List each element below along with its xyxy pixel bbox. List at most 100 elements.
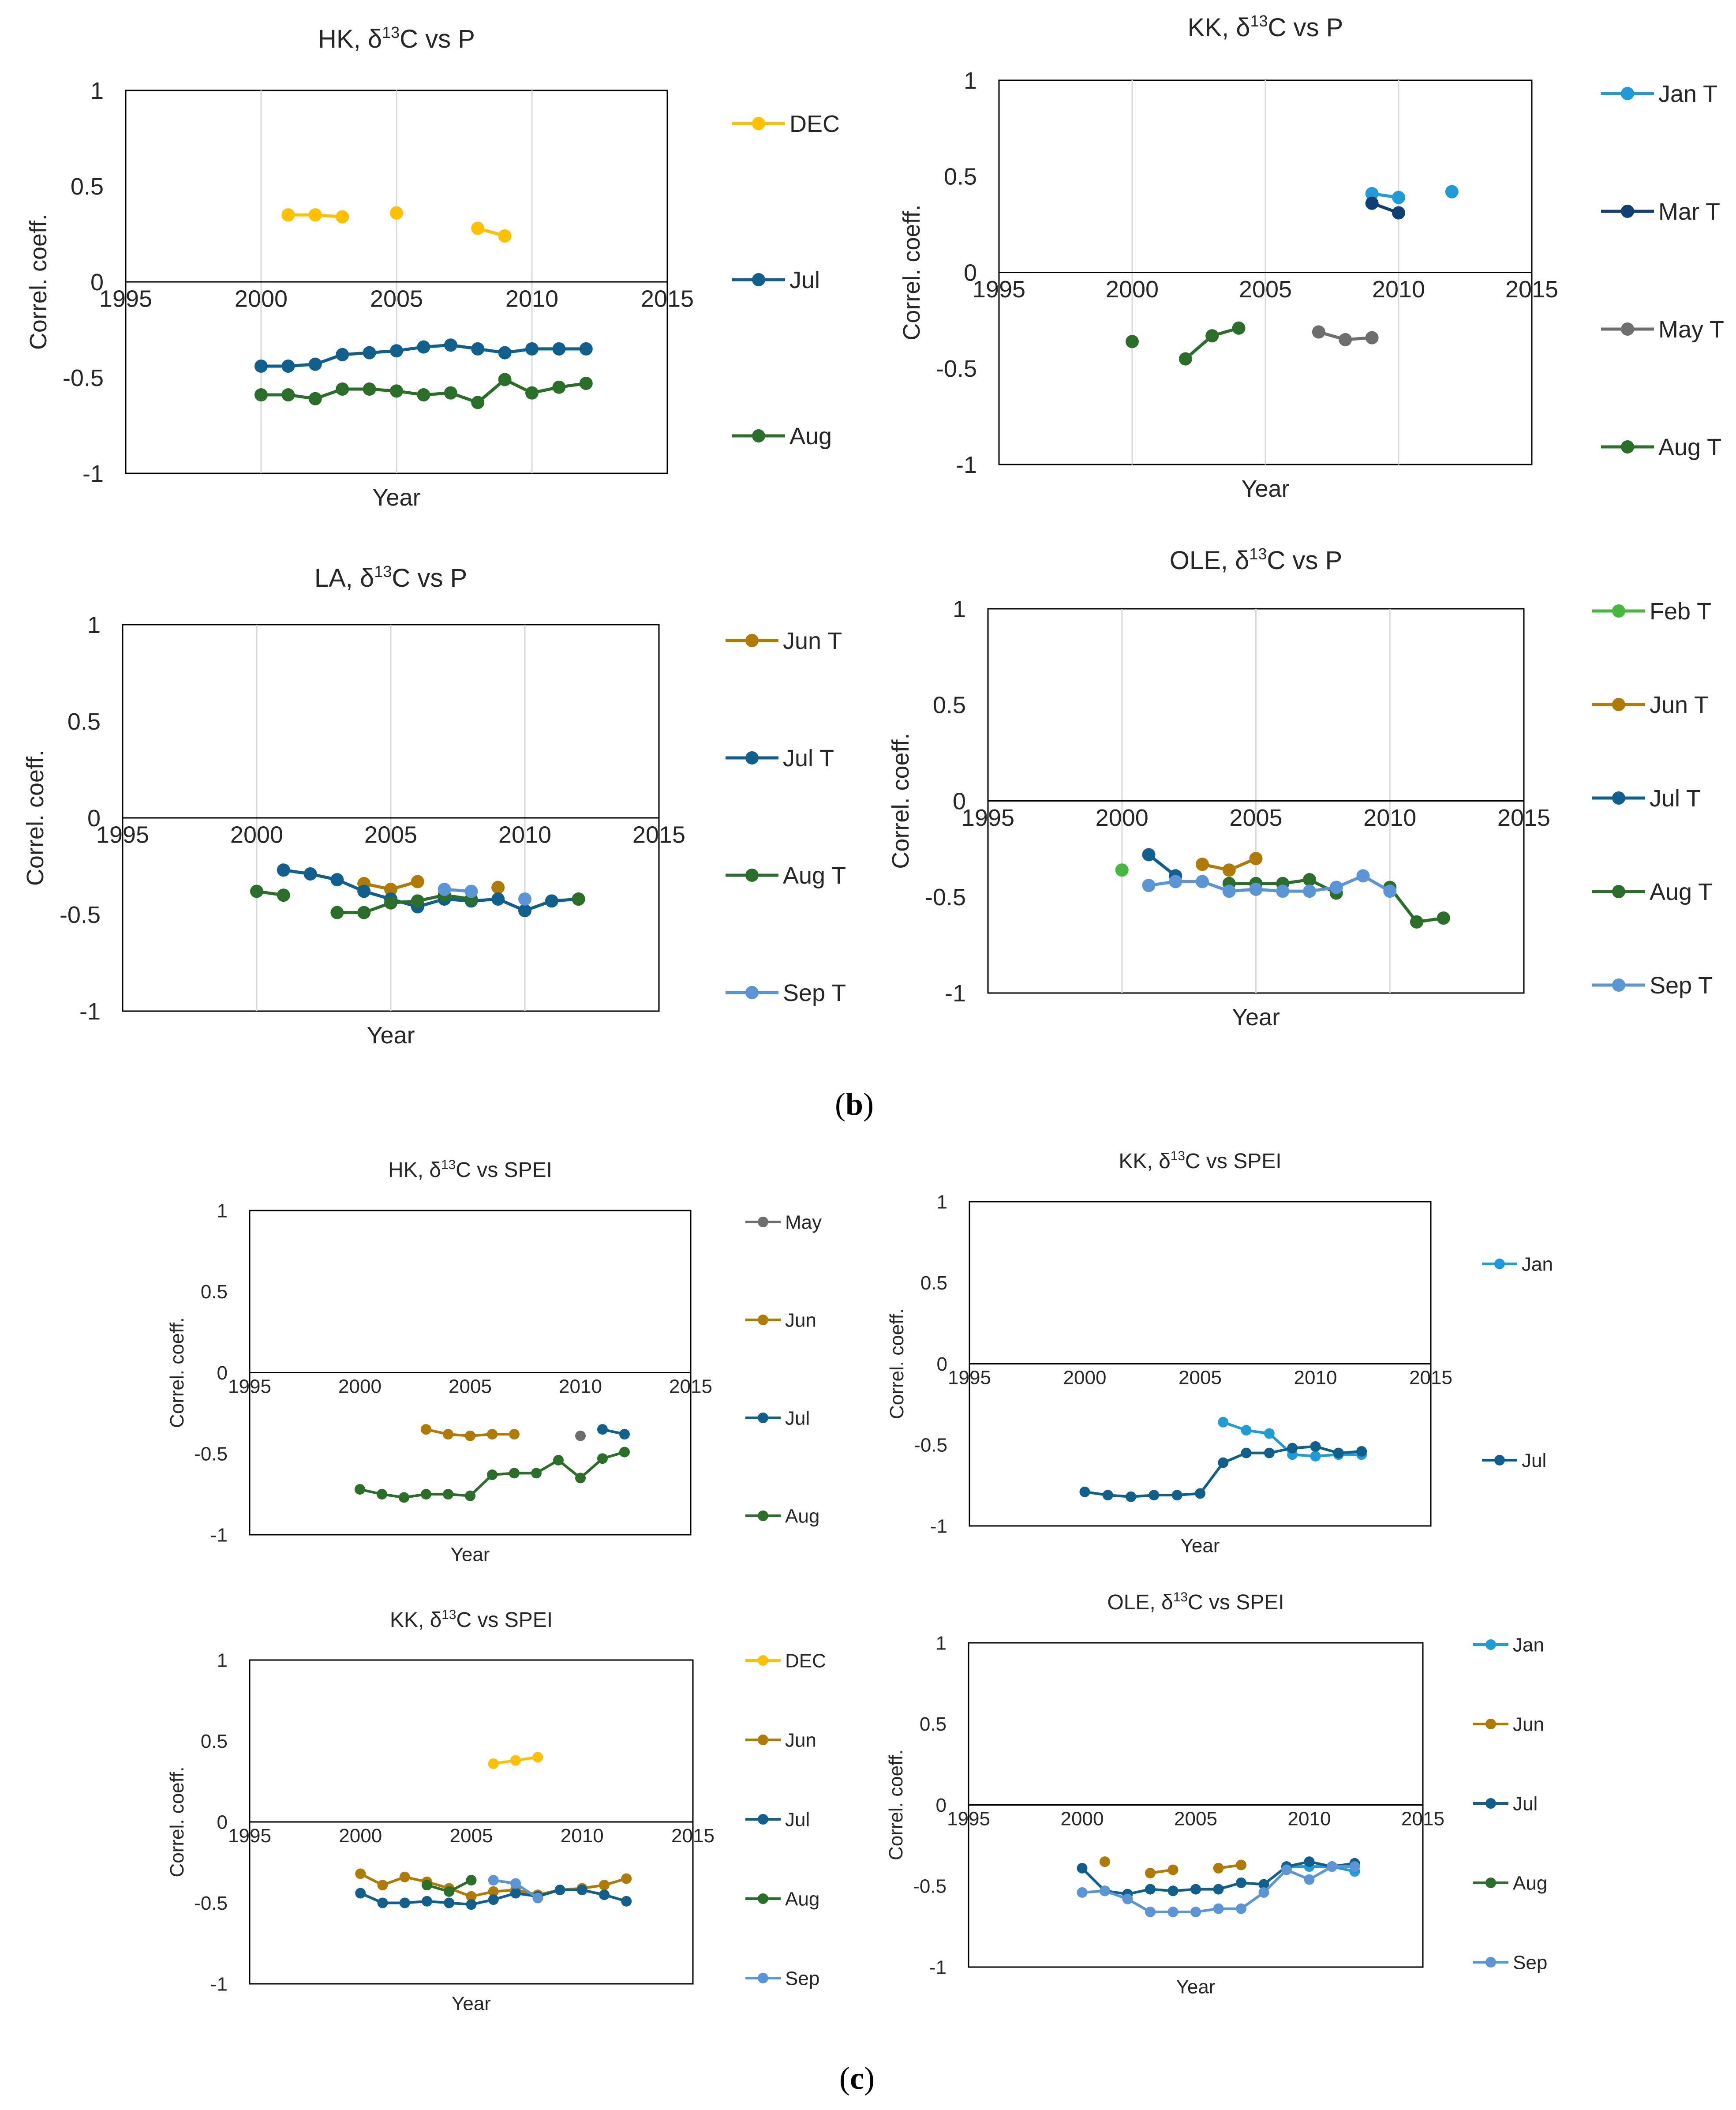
- legend-entry: Jul T: [726, 745, 834, 772]
- legend-entry: Jul T: [1592, 785, 1701, 812]
- legend-label: Jul: [1513, 1793, 1538, 1814]
- data-point: [1241, 1447, 1252, 1458]
- y-tick-label: -1: [945, 980, 966, 1007]
- data-point: [1339, 333, 1352, 346]
- data-point: [417, 340, 430, 354]
- data-point: [491, 881, 505, 894]
- data-point: [336, 348, 349, 361]
- x-tick-label: 2005: [370, 286, 423, 312]
- x-tick-label: 2000: [1106, 276, 1159, 303]
- chart-hk-p: 1 0.5 0 -0.5 -1 1995 2000 2005 2010 2015 Year Corre…: [25, 23, 840, 511]
- y-tick-label: 1: [87, 612, 101, 638]
- data-point: [357, 906, 371, 919]
- data-point: [488, 1886, 499, 1897]
- data-point: [384, 883, 397, 896]
- legend-marker: [1621, 205, 1634, 218]
- data-point: [1167, 1907, 1179, 1918]
- y-tick-label: 0.5: [944, 164, 977, 190]
- data-point: [1126, 335, 1139, 349]
- y-tick-label: -1: [82, 461, 104, 487]
- title-text: C vs P: [392, 564, 467, 592]
- x-tick-label: 2015: [632, 822, 685, 848]
- data-point: [488, 1758, 499, 1769]
- legend-label: Sep: [1513, 1952, 1547, 1973]
- legend-entry: Aug T: [726, 862, 846, 889]
- series-may-t: [1312, 325, 1379, 346]
- title-text: C vs SPEI: [456, 1158, 552, 1182]
- x-tick-label: 2000: [230, 822, 283, 848]
- series-jan-t: [1365, 185, 1459, 204]
- data-point: [1145, 1907, 1156, 1918]
- title-superscript: 13: [382, 23, 400, 41]
- y-axis-title: Correl. coeff.: [25, 214, 52, 350]
- data-point: [471, 396, 485, 409]
- legend-marker: [758, 1655, 768, 1666]
- series-jul: [597, 1424, 630, 1440]
- data-point: [1349, 1861, 1360, 1872]
- x-tick-label: 2015: [671, 1825, 715, 1847]
- x-tick-label: 1995: [96, 822, 149, 848]
- data-point: [1264, 1447, 1275, 1458]
- legend-label: Aug T: [1658, 434, 1721, 461]
- data-point: [1122, 1893, 1133, 1904]
- series-jun-t: [1196, 852, 1263, 877]
- legend-entry: Feb T: [1592, 598, 1711, 625]
- legend-marker: [758, 1413, 768, 1423]
- data-point: [281, 388, 295, 402]
- data-point: [355, 1484, 365, 1495]
- data-point: [509, 1429, 520, 1440]
- data-point: [488, 1875, 499, 1886]
- y-tick-label: 0.5: [920, 1272, 947, 1294]
- legend-entry: Sep: [1473, 1952, 1547, 1973]
- legend-marker: [1612, 791, 1625, 805]
- legend-label: Jul: [1522, 1450, 1546, 1471]
- data-point: [1410, 915, 1423, 929]
- y-axis-title: Correl. coeff.: [885, 1750, 907, 1860]
- data-point: [552, 380, 566, 394]
- x-tick-label: 2010: [498, 822, 551, 848]
- legend-entry: Sep T: [726, 980, 846, 1006]
- legend-label: DEC: [789, 111, 840, 137]
- chart-title: KK, δ13C vs P: [1188, 12, 1343, 42]
- data-point: [552, 342, 566, 356]
- data-point: [1145, 1867, 1156, 1878]
- x-tick-label: 1995: [948, 1367, 991, 1389]
- legend-marker: [758, 1217, 768, 1227]
- data-point: [411, 894, 424, 908]
- y-tick-label: -0.5: [914, 1435, 947, 1456]
- y-tick-label: 0: [936, 1795, 947, 1816]
- y-tick-label: 0: [217, 1811, 228, 1833]
- data-point: [498, 229, 512, 243]
- data-point: [390, 384, 403, 398]
- x-tick-label: 1995: [99, 286, 152, 312]
- x-axis-title: Year: [451, 1544, 490, 1565]
- data-point: [443, 1489, 453, 1500]
- data-point: [545, 894, 558, 908]
- data-point: [576, 1885, 587, 1896]
- series-line: [283, 868, 579, 912]
- title-superscript: 13: [441, 1608, 456, 1622]
- title-text: C vs P: [1267, 546, 1342, 575]
- data-point: [330, 873, 344, 887]
- legend-marker: [745, 986, 759, 999]
- title-text: C vs P: [1268, 13, 1343, 42]
- series-sep-t: [1142, 869, 1397, 898]
- series-jul-t: [277, 863, 585, 918]
- y-tick-label: 0.5: [933, 692, 966, 719]
- legend-entry: Aug: [732, 423, 832, 450]
- legend-entry: Jun: [745, 1309, 816, 1331]
- chart-ole-p: 1 0.5 0 -0.5 -1 1995 2000 2005 2010 2015 Year Corre…: [887, 545, 1713, 1031]
- data-point: [465, 1490, 475, 1501]
- data-point: [510, 1888, 521, 1899]
- x-tick-label: 1995: [962, 805, 1014, 831]
- x-tick-label: 2015: [1497, 805, 1550, 831]
- data-point: [384, 896, 397, 910]
- data-point: [438, 883, 451, 896]
- series-aug: [254, 373, 593, 409]
- data-point: [254, 388, 268, 402]
- data-point: [471, 221, 485, 235]
- series-dec: [281, 206, 512, 243]
- legend-entry: Jul: [732, 267, 820, 293]
- x-tick-label: 2010: [505, 286, 558, 312]
- data-point: [532, 1752, 543, 1763]
